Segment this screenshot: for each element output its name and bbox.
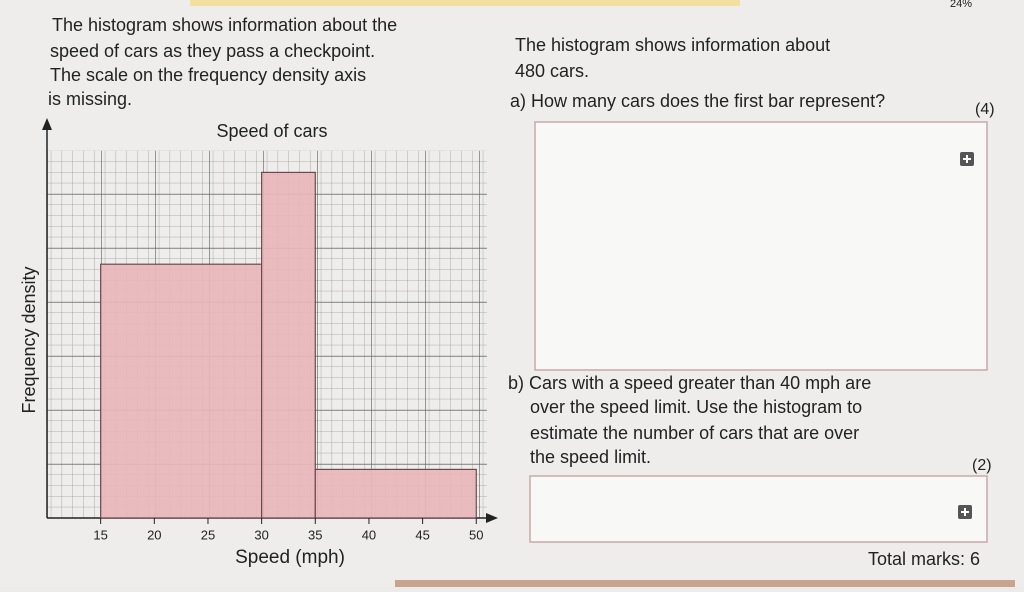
bar	[314, 468, 477, 519]
x-tick-label: 35	[308, 527, 322, 542]
x-tick-label: 25	[201, 527, 215, 542]
y-arrow	[42, 118, 52, 130]
bar	[100, 263, 263, 519]
plus-icon	[963, 155, 971, 163]
x-tick-label: 40	[362, 527, 376, 542]
question: The histogram shows information about 48…	[508, 35, 995, 569]
part-b-line: the speed limit.	[530, 447, 651, 467]
x-tick-label: 50	[469, 527, 483, 542]
bottom-strip	[395, 580, 1015, 587]
part-b-marks: (2)	[972, 457, 992, 474]
x-tick-label: 45	[415, 527, 429, 542]
question-line: The histogram shows information about	[515, 35, 830, 55]
part-a-marks: (4)	[975, 101, 995, 118]
intro-line: speed of cars as they pass a checkpoint.	[50, 41, 375, 61]
part-b-line: estimate the number of cars that are ove…	[530, 423, 859, 443]
answer-box-a[interactable]	[534, 121, 988, 371]
x-tick-label: 30	[254, 527, 268, 542]
y-axis-label: Frequency density	[19, 266, 39, 413]
part-a-text: a) How many cars does the first bar repr…	[510, 91, 885, 111]
intro: The histogram shows information about th…	[48, 15, 397, 109]
intro-line: The scale on the frequency density axis	[50, 65, 366, 85]
x-tick-label: 15	[93, 527, 107, 542]
intro-line: The histogram shows information about th…	[52, 15, 397, 35]
plus-icon	[961, 508, 969, 516]
histogram: Speed of cars Speed (mph) Frequency dens…	[19, 118, 498, 568]
total-marks: Total marks: 6	[868, 549, 980, 569]
answer-box-b[interactable]	[529, 475, 988, 543]
top-strip	[190, 0, 740, 6]
bar	[261, 171, 316, 519]
chart-title: Speed of cars	[216, 121, 327, 141]
progress: 24%	[950, 0, 972, 10]
part-b-line: b) Cars with a speed greater than 40 mph…	[508, 373, 871, 393]
x-axis-label: Speed (mph)	[235, 547, 345, 568]
question-line: 480 cars.	[515, 61, 589, 81]
x-tick-label: 20	[147, 527, 161, 542]
part-b-line: over the speed limit. Use the histogram …	[530, 397, 862, 417]
intro-line: is missing.	[48, 89, 132, 109]
x-arrow	[486, 513, 498, 523]
